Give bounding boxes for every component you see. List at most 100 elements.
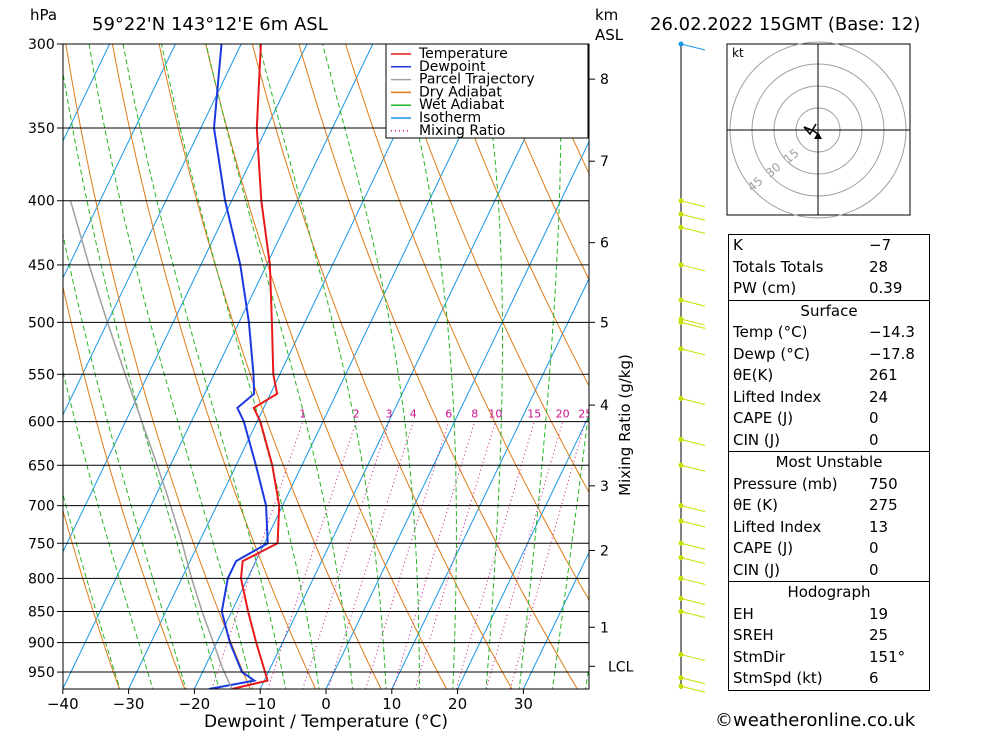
dry-adiabat-line — [485, 44, 589, 281]
index-value: 0 — [869, 539, 879, 557]
indices-basic: K −7 Totals Totals 28 PW (cm) 0.39 — [729, 235, 929, 300]
most-unstable-title: Most Unstable — [775, 453, 883, 471]
temp-tick-label: 10 — [382, 695, 401, 713]
dry-adiabat-line — [952, 44, 1000, 689]
index-value: −17.8 — [869, 344, 915, 363]
index-value: 750 — [869, 474, 898, 493]
index-value: −7 — [869, 236, 892, 254]
index-label: CAPE (J) — [733, 409, 794, 427]
wind-barb — [680, 200, 706, 208]
pressure-tick-label: 400 — [28, 194, 55, 210]
wind-barb — [680, 321, 706, 329]
series-temperature — [231, 44, 281, 689]
temp-tick-label: −30 — [113, 695, 145, 713]
legend-label: Temperature — [418, 46, 508, 62]
index-label: Lifted Index — [733, 517, 822, 536]
wind-barb — [680, 299, 706, 307]
wind-barb — [680, 318, 706, 326]
surface-title: Surface — [800, 301, 858, 320]
index-label: EH — [733, 604, 754, 623]
index-label: Pressure (mb) — [733, 474, 838, 493]
wind-barb — [680, 264, 706, 272]
legend-label: Dry Adiabat — [419, 84, 502, 100]
isotherm-line — [325, 140, 589, 689]
pressure-tick-label: 450 — [28, 258, 55, 274]
temp-tick-label: 20 — [448, 695, 467, 713]
wet-adiabat-line — [518, 44, 562, 689]
credit-link[interactable]: ©weatheronline.co.uk — [715, 710, 916, 731]
km-tick-label: 2 — [600, 543, 609, 559]
wind-barb — [680, 557, 706, 565]
index-row: StmDir 151° — [729, 647, 929, 669]
index-row: Dewp (°C) −17.8 — [729, 344, 929, 366]
x-axis-label: Dewpoint / Temperature (°C) — [204, 712, 448, 732]
mixing-ratio-label: 15 — [527, 408, 541, 421]
indices-table: K −7 Totals Totals 28 PW (cm) 0.39 Surface Te… — [728, 234, 930, 691]
wet-adiabat-line — [258, 44, 387, 689]
pressure-tick-label: 850 — [28, 604, 55, 620]
index-row: CAPE (J) 0 — [729, 538, 929, 560]
index-label: Totals Totals — [733, 257, 824, 276]
datetime-title: 26.02.2022 15GMT (Base: 12) — [650, 14, 920, 35]
dry-adiabat-line — [251, 44, 513, 689]
mixing-ratio-line — [211, 421, 304, 689]
dry-adiabat-line — [205, 44, 447, 689]
index-row: Lifted Index 13 — [729, 517, 929, 539]
wet-adiabat-line — [585, 663, 589, 689]
km-tick-label: 7 — [600, 154, 609, 170]
km-tick-label: 6 — [600, 236, 609, 252]
index-row: θE (K) 275 — [729, 495, 929, 517]
legend-label: Isotherm — [419, 110, 481, 126]
mixing-ratio-line — [509, 421, 586, 689]
km-unit-label: km — [595, 6, 618, 24]
index-row: CIN (J) 0 — [729, 430, 929, 452]
pressure-tick-label: 600 — [28, 415, 55, 431]
index-value: 0.39 — [869, 279, 903, 297]
lcl-label: LCL — [608, 659, 634, 675]
index-value: 19 — [869, 604, 889, 623]
temp-tick-label: 30 — [514, 695, 533, 713]
index-value: −14.3 — [869, 323, 915, 341]
wet-adiabat-line — [397, 44, 457, 689]
index-row: StmSpd (kt) 6 — [729, 668, 929, 690]
index-label: θE(K) — [733, 366, 774, 384]
index-value: 25 — [869, 626, 889, 644]
dry-adiabat-line — [298, 44, 578, 689]
wind-profile — [678, 41, 706, 693]
legend-label: Dewpoint — [419, 59, 486, 75]
index-value: 0 — [869, 409, 879, 427]
legend-label: Parcel Trajectory — [419, 72, 535, 88]
pressure-tick-label: 900 — [28, 636, 55, 652]
pressure-tick-label: 550 — [28, 367, 55, 383]
wet-adiabat-line — [322, 44, 420, 689]
pressure-unit-label: hPa — [30, 6, 57, 24]
legend-label: Wet Adiabat — [419, 97, 505, 113]
wind-barb — [680, 597, 706, 605]
index-value: 0 — [869, 430, 879, 449]
storm-motion-marker — [814, 132, 822, 139]
grid-lines — [63, 44, 1000, 689]
pressure-tick-label: 500 — [28, 315, 55, 331]
mixing-ratio-line — [486, 421, 564, 689]
wet-adiabat-line — [63, 492, 121, 689]
index-value: 275 — [869, 496, 898, 514]
pressure-tick-label: 300 — [28, 37, 55, 53]
index-label: Lifted Index — [733, 387, 822, 406]
index-label: Dewp (°C) — [733, 344, 811, 363]
asl-unit-label: ASL — [595, 26, 624, 44]
pressure-tick-label: 950 — [28, 665, 55, 681]
mixing-ratio-line — [365, 421, 450, 689]
km-tick-label: 4 — [600, 398, 609, 414]
mixing-ratio-label: 6 — [445, 408, 452, 421]
wet-adiabat-line — [160, 44, 320, 689]
dry-adiabat-line — [391, 44, 589, 494]
index-row: Lifted Index 24 — [729, 387, 929, 409]
index-row: Totals Totals 28 — [729, 257, 929, 279]
wind-barb — [680, 685, 706, 693]
index-row: Pressure (mb) 750 — [729, 474, 929, 496]
temp-tick-label: 0 — [321, 695, 331, 713]
wind-barb — [680, 577, 706, 585]
isotherm-line — [63, 44, 374, 689]
